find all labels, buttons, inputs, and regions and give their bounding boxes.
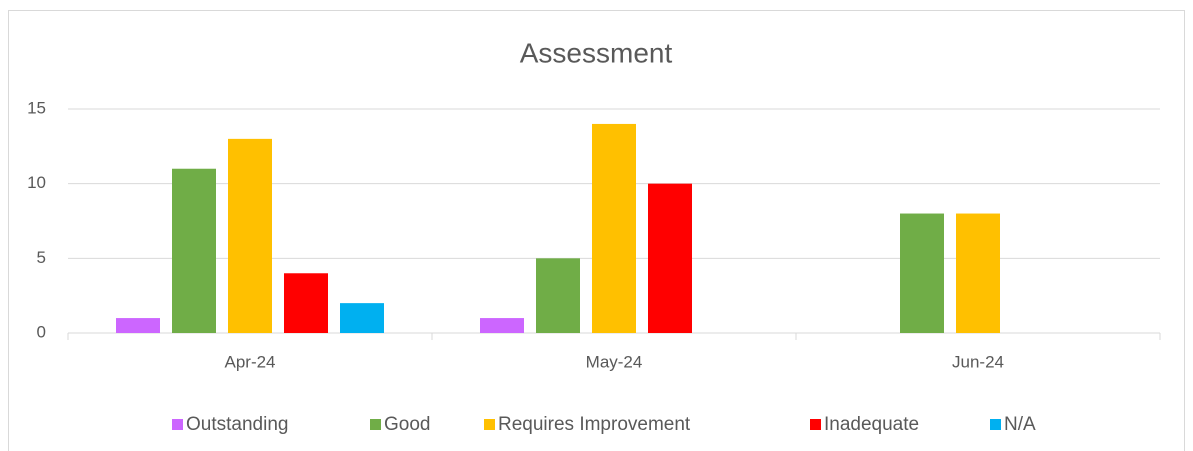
bar xyxy=(536,258,580,333)
bar xyxy=(284,273,328,333)
y-tick-label: 15 xyxy=(27,98,46,117)
x-tick-label: May-24 xyxy=(586,352,643,371)
bar xyxy=(592,123,636,333)
bar xyxy=(480,318,524,333)
legend-swatch xyxy=(172,419,183,430)
bar xyxy=(172,168,216,333)
x-tick-label: Apr-24 xyxy=(224,352,275,371)
bar xyxy=(956,213,1000,333)
bar xyxy=(648,183,692,333)
legend-swatch xyxy=(370,419,381,430)
chart-title: Assessment xyxy=(520,37,673,68)
legend-swatch xyxy=(990,419,1001,430)
bar xyxy=(116,318,160,333)
legend-swatch xyxy=(810,419,821,430)
y-tick-label: 0 xyxy=(37,322,46,341)
legend-label: Outstanding xyxy=(186,414,288,435)
legend-label: Requires Improvement xyxy=(498,414,691,435)
x-tick-label: Jun-24 xyxy=(952,352,1004,371)
bar xyxy=(900,213,944,333)
y-tick-label: 10 xyxy=(27,173,46,192)
legend-label: N/A xyxy=(1004,414,1036,435)
legend-swatch xyxy=(484,419,495,430)
legend-label: Inadequate xyxy=(824,414,919,435)
y-tick-label: 5 xyxy=(37,248,46,267)
bar xyxy=(340,303,384,333)
bar xyxy=(228,138,272,333)
legend-label: Good xyxy=(384,414,430,435)
